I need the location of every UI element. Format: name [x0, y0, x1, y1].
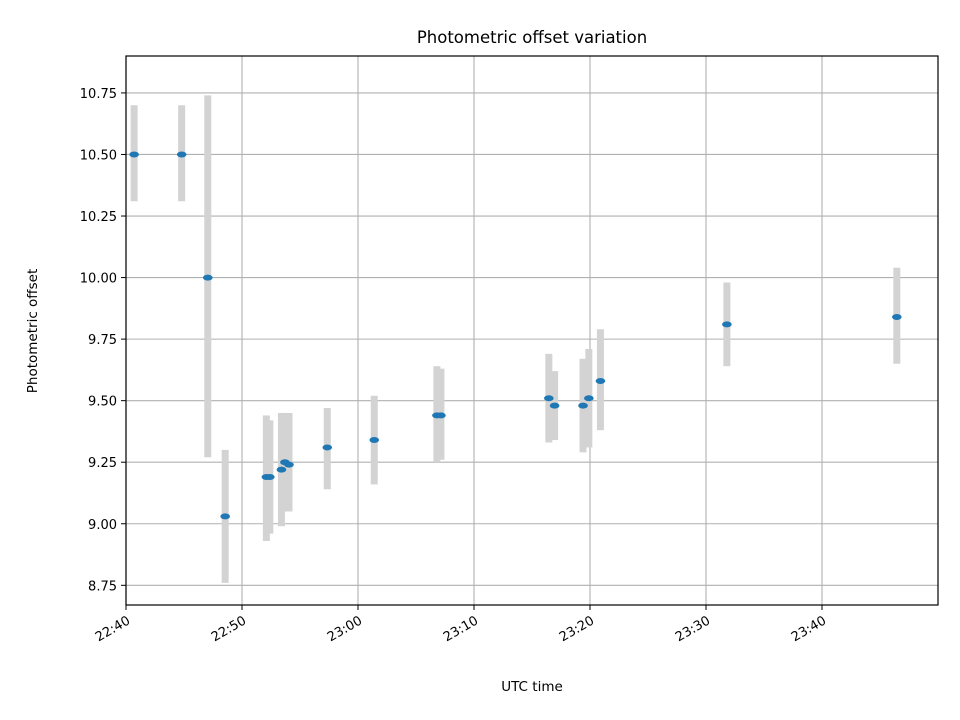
data-point [265, 473, 275, 480]
chart-title: Photometric offset variation [417, 28, 647, 47]
data-point [544, 395, 554, 402]
data-point [722, 321, 732, 328]
data-point [584, 395, 594, 402]
data-point [369, 437, 380, 444]
y-axis-label: Photometric offset [25, 269, 41, 393]
data-point [220, 513, 230, 520]
data-point [549, 402, 560, 409]
data-point [176, 151, 187, 158]
y-tick-label: 10.75 [80, 87, 117, 102]
data-points [129, 151, 902, 520]
y-axis-ticks: 8.75 9.00 9.25 9.50 9.75 10.00 10.25 10.50 10.75 [80, 87, 126, 594]
y-tick-label: 9.75 [88, 333, 117, 348]
data-point [436, 412, 446, 419]
data-point [129, 151, 139, 158]
y-tick-label: 9.50 [88, 395, 117, 410]
data-point [595, 377, 606, 384]
y-tick-label: 10.25 [80, 210, 117, 225]
data-point [202, 274, 213, 281]
y-tick-label: 10.00 [80, 272, 117, 287]
data-point [322, 444, 333, 451]
data-point [578, 402, 588, 409]
y-tick-label: 10.50 [80, 148, 117, 163]
y-tick-label: 9.00 [88, 518, 117, 533]
plot-frame [125, 55, 939, 606]
y-tick-label: 9.25 [88, 456, 117, 471]
grid-lines [125, 56, 938, 605]
y-tick-label: 8.75 [88, 579, 117, 594]
data-point [276, 466, 287, 473]
data-point [284, 461, 294, 468]
data-point [892, 313, 902, 320]
x-axis-label: UTC time [501, 679, 563, 695]
